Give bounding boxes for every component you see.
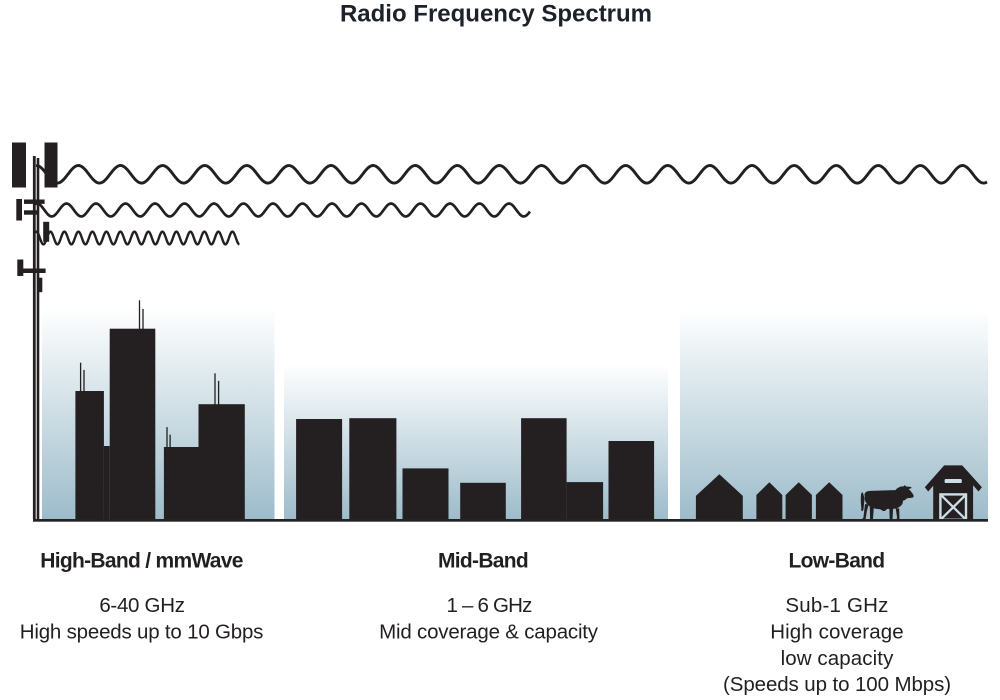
svg-text:1 – 6 GHz: 1 – 6 GHz bbox=[446, 594, 532, 617]
svg-text:Sub-1 GHz: Sub-1 GHz bbox=[785, 594, 888, 617]
svg-text:High speeds up to 10 Gbps: High speeds up to 10 Gbps bbox=[20, 620, 263, 643]
svg-text:6-40 GHz: 6-40 GHz bbox=[99, 594, 184, 617]
svg-text:Low-Band: Low-Band bbox=[789, 549, 885, 572]
svg-text:low capacity: low capacity bbox=[781, 647, 895, 670]
svg-text:(Speeds up to 100 Mbps): (Speeds up to 100 Mbps) bbox=[723, 673, 951, 696]
svg-text:High coverage: High coverage bbox=[770, 620, 904, 643]
svg-text:Mid-Band: Mid-Band bbox=[438, 549, 528, 572]
svg-text:Radio Frequency Spectrum: Radio Frequency Spectrum bbox=[340, 0, 652, 27]
svg-text:High-Band / mmWave: High-Band / mmWave bbox=[40, 549, 242, 572]
svg-text:Mid coverage & capacity: Mid coverage & capacity bbox=[379, 620, 599, 643]
